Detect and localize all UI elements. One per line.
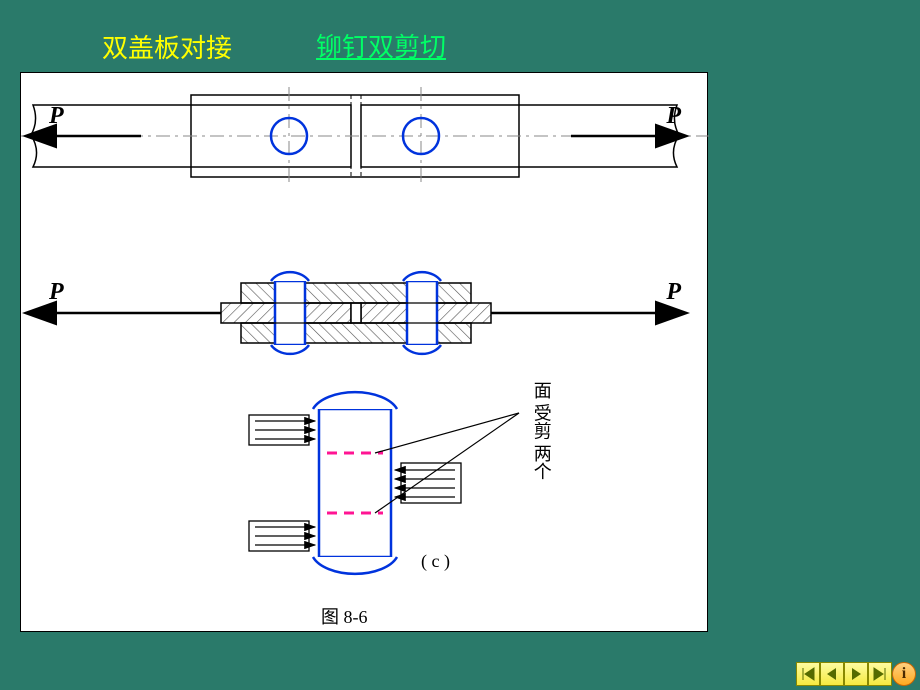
nav-next-button[interactable] <box>844 662 868 686</box>
diagram-svg <box>21 73 709 633</box>
nav-last-button[interactable] <box>868 662 892 686</box>
slide-area: 双盖板对接 铆钉双剪切 <box>0 0 726 658</box>
shear-annotation: 面 受剪 两个 <box>531 381 551 480</box>
nav-bar: i <box>796 662 916 686</box>
force-label-p1: P <box>49 103 64 130</box>
figure-caption: 图 8-6 <box>321 603 368 629</box>
nav-prev-button[interactable] <box>820 662 844 686</box>
section-view <box>27 272 685 354</box>
top-view <box>21 87 709 185</box>
anno-col2: 受剪 <box>532 404 552 440</box>
title-right: 铆钉双剪切 <box>316 27 446 64</box>
title-left: 双盖板对接 <box>102 28 232 65</box>
diagram-panel: P P P P 面 受剪 两个 ( c ) 图 8-6 <box>20 72 708 632</box>
subfig-label-c: ( c ) <box>421 551 450 572</box>
nav-info-button[interactable]: i <box>892 662 916 686</box>
force-label-p2: P <box>666 103 681 130</box>
anno-col1: 两个 <box>532 444 552 480</box>
nav-first-button[interactable] <box>796 662 820 686</box>
force-label-p4: P <box>666 279 681 306</box>
detail-view <box>249 392 519 574</box>
force-label-p3: P <box>49 279 64 306</box>
anno-col3: 面 <box>532 381 552 399</box>
